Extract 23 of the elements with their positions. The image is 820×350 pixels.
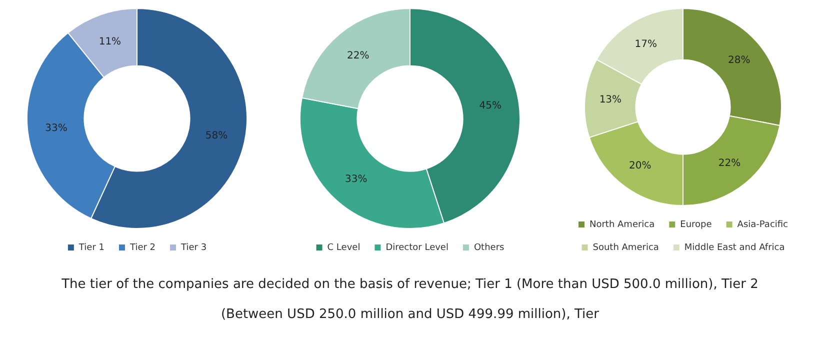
data-label: 45% bbox=[479, 100, 502, 112]
legend-label: South America bbox=[593, 242, 660, 253]
data-label: 28% bbox=[728, 55, 751, 66]
text: The tier of the companies are decided on the basis of revenue; Tier 1 (More than USD 500.0 million), Tier 2 (Between USD 250.0 million and USD 499.99 million), Tier bbox=[60, 276, 760, 324]
legend-label: Europe bbox=[680, 220, 713, 230]
legend-label: Others bbox=[474, 242, 505, 253]
data-label: 17% bbox=[635, 38, 658, 50]
data-label: 22% bbox=[718, 158, 741, 169]
legend-label: Director Level bbox=[386, 242, 448, 253]
legend-label: Tier 2 bbox=[128, 242, 156, 253]
data-label: 22% bbox=[346, 50, 370, 62]
legend-label: Tier 3 bbox=[180, 242, 206, 253]
data-label: 13% bbox=[600, 94, 622, 106]
legend-label: C Level bbox=[327, 242, 360, 253]
legend-label: North America bbox=[590, 220, 655, 230]
legend-label: Tier 1 bbox=[78, 242, 104, 253]
data-label: 20% bbox=[629, 160, 652, 172]
data-label: 58% bbox=[205, 130, 228, 142]
data-label: 11% bbox=[98, 36, 121, 48]
data-label: 33% bbox=[345, 174, 368, 186]
legend-label: Asia-Pacific bbox=[738, 220, 788, 230]
legend-label: Middle East and Africa bbox=[684, 242, 786, 253]
data-label: 33% bbox=[44, 123, 67, 134]
